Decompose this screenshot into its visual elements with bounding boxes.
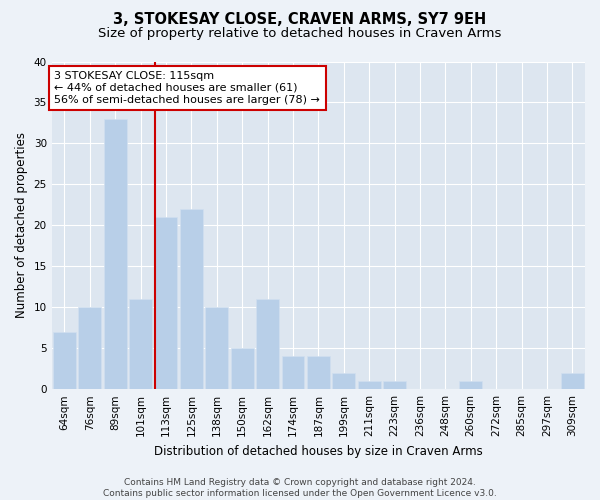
Text: Contains HM Land Registry data © Crown copyright and database right 2024.
Contai: Contains HM Land Registry data © Crown c…: [103, 478, 497, 498]
X-axis label: Distribution of detached houses by size in Craven Arms: Distribution of detached houses by size …: [154, 444, 483, 458]
Bar: [281, 356, 304, 389]
Text: Size of property relative to detached houses in Craven Arms: Size of property relative to detached ho…: [98, 28, 502, 40]
Bar: [53, 332, 76, 389]
Bar: [180, 209, 203, 389]
Text: 3 STOKESAY CLOSE: 115sqm
← 44% of detached houses are smaller (61)
56% of semi-d: 3 STOKESAY CLOSE: 115sqm ← 44% of detach…: [55, 72, 320, 104]
Bar: [155, 217, 178, 389]
Bar: [129, 299, 152, 389]
Bar: [383, 381, 406, 389]
Bar: [205, 308, 228, 389]
Bar: [332, 373, 355, 389]
Bar: [307, 356, 330, 389]
Bar: [104, 119, 127, 389]
Text: 3, STOKESAY CLOSE, CRAVEN ARMS, SY7 9EH: 3, STOKESAY CLOSE, CRAVEN ARMS, SY7 9EH: [113, 12, 487, 28]
Bar: [256, 299, 279, 389]
Y-axis label: Number of detached properties: Number of detached properties: [15, 132, 28, 318]
Bar: [231, 348, 254, 389]
Bar: [459, 381, 482, 389]
Bar: [561, 373, 584, 389]
Bar: [358, 381, 380, 389]
Bar: [79, 308, 101, 389]
